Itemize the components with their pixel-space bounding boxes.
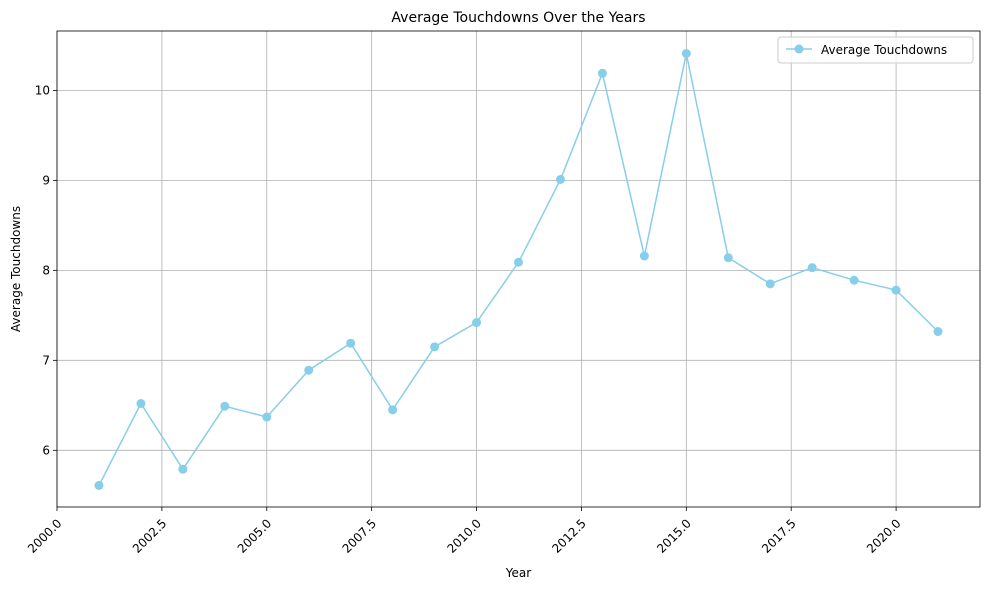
y-tick-label: 7 [42,353,50,367]
data-point [220,401,230,411]
data-point [262,412,272,422]
data-point [555,174,565,184]
legend: Average Touchdowns [777,36,974,64]
chart-title: Average Touchdowns Over the Years [391,10,645,26]
data-point [178,464,188,474]
data-point [514,257,523,267]
y-tick-label: 6 [42,443,50,457]
y-tick-label: 10 [35,83,50,97]
data-point [765,279,775,289]
data-point [891,285,901,295]
data-point [681,48,691,58]
plot-area [57,31,980,507]
grid [56,31,980,507]
y-axis-label: Average Touchdowns [9,206,23,332]
y-axis-ticks: 6 7 8 9 10 [35,83,57,457]
data-point [639,251,649,261]
series-layer [94,48,943,490]
legend-label: Average Touchdowns [821,43,947,57]
data-point [933,327,943,337]
plot-frame [56,30,981,508]
data-point [807,263,817,273]
x-axis-label: Year [505,566,531,580]
data-point [849,275,859,285]
data-point [472,318,482,328]
data-point [388,405,398,415]
data-point [430,342,440,352]
legend-marker-swatch [794,44,804,54]
data-point [597,68,607,78]
y-tick-label: 8 [42,263,50,277]
data-point [136,399,146,409]
y-tick-label: 9 [42,173,50,187]
data-point [346,338,356,348]
data-point [723,253,733,263]
legend-box [777,36,974,64]
data-point [94,480,104,490]
data-point [304,365,314,375]
